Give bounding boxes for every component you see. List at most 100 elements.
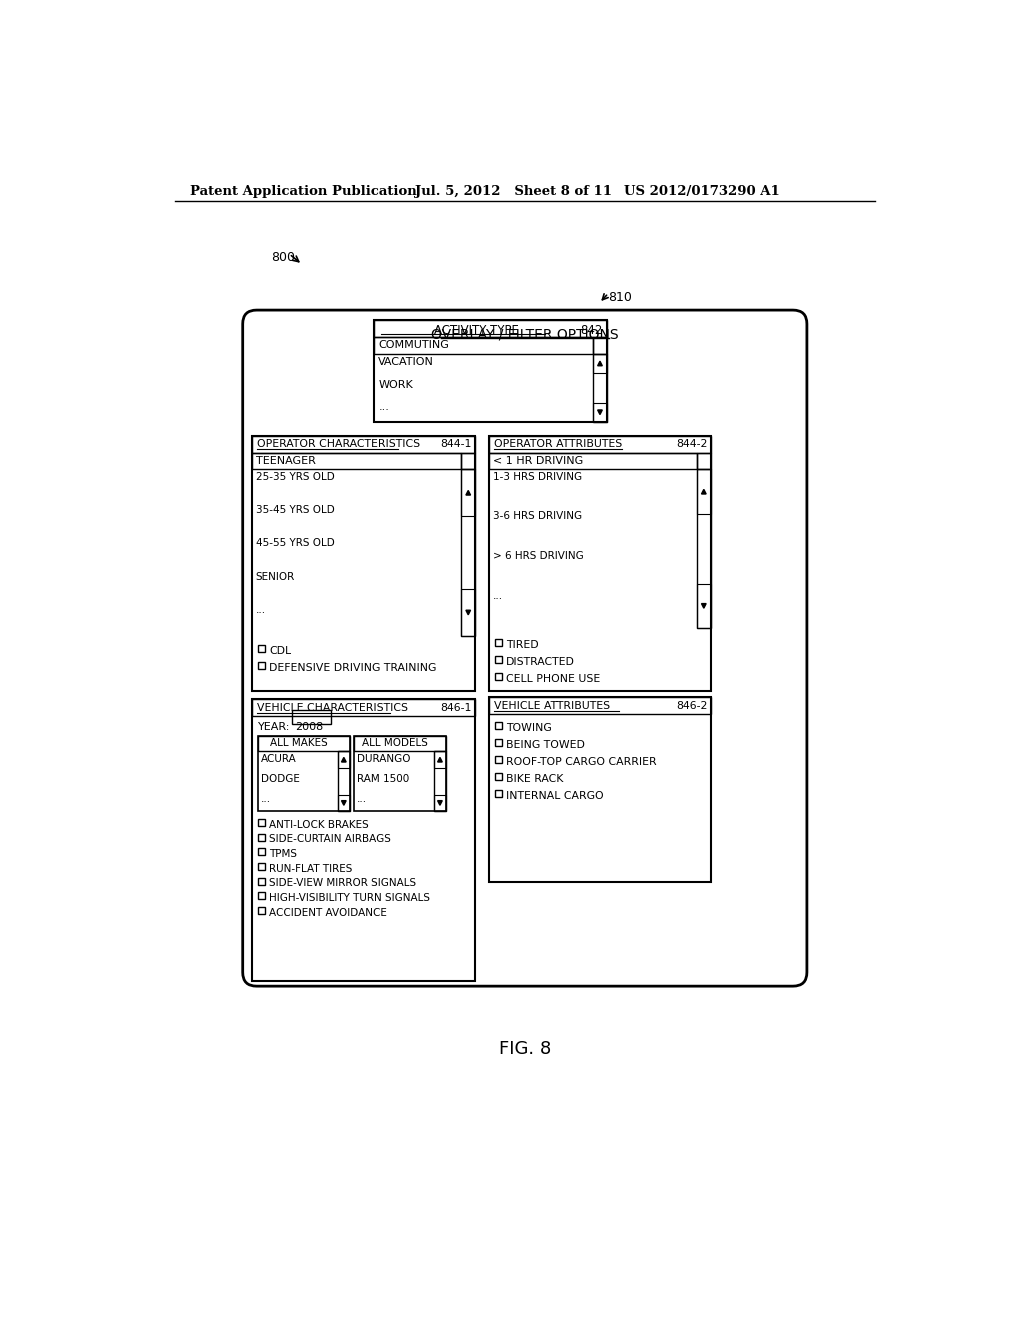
Bar — [338, 795, 349, 812]
Text: HIGH-VISIBILITY TURN SIGNALS: HIGH-VISIBILITY TURN SIGNALS — [269, 892, 430, 903]
Text: 846-1: 846-1 — [440, 702, 472, 713]
Bar — [375, 321, 607, 422]
Text: 1-3 HRS DRIVING: 1-3 HRS DRIVING — [493, 471, 583, 482]
Bar — [496, 656, 503, 663]
Bar — [489, 697, 711, 714]
Text: DODGE: DODGE — [260, 774, 299, 784]
Text: ALL MAKES: ALL MAKES — [270, 738, 328, 748]
Bar — [489, 436, 711, 692]
Polygon shape — [342, 758, 346, 762]
Polygon shape — [701, 490, 707, 494]
Polygon shape — [437, 801, 442, 805]
Bar — [697, 583, 711, 628]
Bar — [496, 739, 503, 746]
Text: ALL MODELS: ALL MODELS — [362, 738, 428, 748]
Text: VEHICLE ATTRIBUTES: VEHICLE ATTRIBUTES — [494, 701, 610, 711]
Bar — [252, 436, 475, 692]
Bar — [292, 710, 331, 723]
Bar — [489, 453, 697, 470]
Bar — [461, 453, 475, 470]
Text: WORK: WORK — [378, 380, 413, 389]
Bar — [496, 722, 503, 729]
Text: SIDE-CURTAIN AIRBAGS: SIDE-CURTAIN AIRBAGS — [269, 834, 391, 845]
Text: ...: ... — [256, 605, 266, 615]
Text: VACATION: VACATION — [378, 358, 434, 367]
Text: OPERATOR ATTRIBUTES: OPERATOR ATTRIBUTES — [494, 440, 622, 449]
Bar — [496, 756, 503, 763]
Bar — [354, 737, 445, 751]
Bar — [697, 453, 711, 470]
Text: Patent Application Publication: Patent Application Publication — [190, 185, 417, 198]
Text: 2008: 2008 — [295, 722, 323, 733]
Polygon shape — [466, 491, 471, 495]
Text: BIKE RACK: BIKE RACK — [506, 774, 563, 784]
Bar — [252, 700, 475, 715]
Polygon shape — [466, 610, 471, 615]
Text: OPERATOR CHARACTERISTICS: OPERATOR CHARACTERISTICS — [257, 440, 420, 449]
Text: TIRED: TIRED — [506, 640, 539, 649]
Text: Jul. 5, 2012   Sheet 8 of 11: Jul. 5, 2012 Sheet 8 of 11 — [415, 185, 611, 198]
Bar — [375, 337, 593, 354]
Bar — [258, 878, 265, 884]
Text: RAM 1500: RAM 1500 — [356, 774, 409, 784]
Text: 810: 810 — [608, 290, 633, 304]
Text: 844-1: 844-1 — [440, 440, 472, 449]
Text: ...: ... — [378, 403, 389, 412]
Text: DURANGO: DURANGO — [356, 754, 411, 763]
Text: 35-45 YRS OLD: 35-45 YRS OLD — [256, 506, 335, 515]
Text: TPMS: TPMS — [269, 849, 297, 859]
Text: SENIOR: SENIOR — [256, 572, 295, 582]
Text: 846-2: 846-2 — [676, 701, 708, 711]
Bar — [258, 663, 265, 669]
Bar — [489, 436, 711, 453]
Text: ...: ... — [260, 793, 270, 804]
Bar — [258, 737, 349, 812]
Text: DISTRACTED: DISTRACTED — [506, 656, 575, 667]
Bar — [258, 863, 265, 870]
Text: ...: ... — [356, 793, 367, 804]
Text: SIDE-VIEW MIRROR SIGNALS: SIDE-VIEW MIRROR SIGNALS — [269, 878, 416, 888]
Text: < 1 HR DRIVING: < 1 HR DRIVING — [493, 455, 584, 466]
Text: VEHICLE CHARACTERISTICS: VEHICLE CHARACTERISTICS — [257, 702, 408, 713]
Text: RUN-FLAT TIRES: RUN-FLAT TIRES — [269, 863, 352, 874]
Bar — [252, 436, 475, 453]
Text: CELL PHONE USE: CELL PHONE USE — [506, 673, 600, 684]
Text: 45-55 YRS OLD: 45-55 YRS OLD — [256, 539, 335, 548]
Bar — [697, 470, 711, 628]
Bar — [434, 751, 445, 768]
Bar — [375, 321, 607, 337]
Text: DEFENSIVE DRIVING TRAINING: DEFENSIVE DRIVING TRAINING — [269, 663, 436, 673]
Text: YEAR:: YEAR: — [258, 722, 291, 733]
Text: ROOF-TOP CARGO CARRIER: ROOF-TOP CARGO CARRIER — [506, 756, 656, 767]
Bar — [434, 751, 445, 812]
Text: ANTI-LOCK BRAKES: ANTI-LOCK BRAKES — [269, 820, 369, 830]
Bar — [489, 697, 711, 882]
Bar — [258, 737, 349, 751]
Polygon shape — [437, 758, 442, 762]
Bar — [338, 751, 349, 812]
Bar — [496, 639, 503, 645]
Bar — [258, 907, 265, 913]
Bar — [258, 849, 265, 855]
Text: FIG. 8: FIG. 8 — [499, 1040, 551, 1059]
Bar — [434, 795, 445, 812]
Polygon shape — [598, 411, 602, 414]
Text: ...: ... — [493, 591, 503, 601]
Bar — [496, 774, 503, 780]
Bar — [593, 337, 607, 354]
Text: 3-6 HRS DRIVING: 3-6 HRS DRIVING — [493, 511, 583, 521]
Text: TOWING: TOWING — [506, 723, 552, 733]
Bar — [593, 354, 607, 422]
Bar — [496, 789, 503, 797]
Text: CDL: CDL — [269, 645, 291, 656]
Bar — [258, 834, 265, 841]
Bar — [258, 645, 265, 652]
Text: 844-2: 844-2 — [676, 440, 708, 449]
Text: BEING TOWED: BEING TOWED — [506, 739, 585, 750]
Text: ACCIDENT AVOIDANCE: ACCIDENT AVOIDANCE — [269, 908, 387, 917]
Text: US 2012/0173290 A1: US 2012/0173290 A1 — [624, 185, 779, 198]
Text: TEENAGER: TEENAGER — [256, 455, 315, 466]
Bar — [461, 470, 475, 516]
Bar — [258, 818, 265, 826]
Bar — [252, 700, 475, 981]
